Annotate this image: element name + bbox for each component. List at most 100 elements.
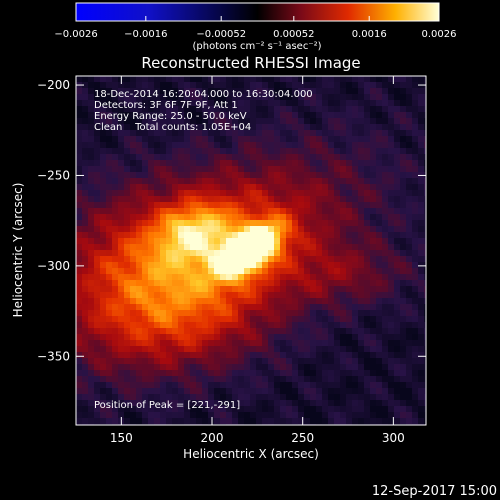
heatmap-cell: [346, 226, 353, 233]
heatmap-cell: [178, 220, 185, 227]
heatmap-cell: [394, 148, 401, 155]
heatmap-cell: [280, 418, 287, 425]
heatmap-cell: [364, 142, 371, 149]
heatmap-cell: [214, 274, 221, 281]
heatmap-cell: [406, 280, 413, 287]
heatmap-cell: [328, 136, 335, 143]
heatmap-cell: [208, 94, 215, 101]
heatmap-cell: [322, 172, 329, 179]
heatmap-cell: [256, 346, 263, 353]
heatmap-cell: [334, 106, 341, 113]
heatmap-cell: [172, 268, 179, 275]
heatmap-cell: [250, 220, 257, 227]
heatmap-cell: [298, 178, 305, 185]
heatmap-cell: [202, 76, 209, 83]
heatmap-cell: [406, 418, 413, 425]
heatmap-cell: [376, 298, 383, 305]
heatmap-cell: [94, 274, 101, 281]
heatmap-cell: [190, 406, 197, 413]
heatmap-cell: [94, 208, 101, 215]
heatmap-cell: [400, 112, 407, 119]
heatmap-cell: [406, 76, 413, 83]
heatmap-cell: [346, 130, 353, 137]
heatmap-cell: [172, 100, 179, 107]
heatmap-cell: [298, 76, 305, 83]
heatmap-cell: [406, 262, 413, 269]
heatmap-cell: [142, 226, 149, 233]
heatmap-cell: [196, 322, 203, 329]
heatmap-cell: [172, 160, 179, 167]
heatmap-cell: [172, 142, 179, 149]
heatmap-cell: [268, 160, 275, 167]
heatmap-cell: [310, 106, 317, 113]
heatmap-cell: [220, 124, 227, 131]
heatmap-cell: [394, 376, 401, 383]
heatmap-cell: [166, 334, 173, 341]
heatmap-cell: [142, 280, 149, 287]
heatmap-cell: [310, 334, 317, 341]
heatmap-cell: [106, 148, 113, 155]
heatmap-cell: [292, 154, 299, 161]
heatmap-cell: [136, 286, 143, 293]
heatmap-cell: [184, 406, 191, 413]
heatmap-cell: [328, 400, 335, 407]
heatmap-cell: [292, 214, 299, 221]
heatmap-cell: [412, 100, 419, 107]
heatmap-cell: [334, 400, 341, 407]
heatmap-cell: [304, 202, 311, 209]
heatmap-cell: [334, 298, 341, 305]
heatmap-cell: [166, 88, 173, 95]
heatmap-cell: [82, 250, 89, 257]
heatmap-cell: [196, 184, 203, 191]
heatmap-cell: [130, 412, 137, 419]
heatmap-cell: [208, 328, 215, 335]
heatmap-cell: [316, 190, 323, 197]
heatmap-cell: [304, 322, 311, 329]
heatmap-cell: [178, 76, 185, 83]
heatmap-cell: [82, 160, 89, 167]
heatmap-cell: [232, 310, 239, 317]
heatmap-cell: [406, 388, 413, 395]
heatmap-cell: [130, 82, 137, 89]
heatmap-cell: [214, 124, 221, 131]
heatmap-cell: [136, 250, 143, 257]
heatmap-cell: [82, 400, 89, 407]
heatmap-cell: [364, 304, 371, 311]
heatmap-cell: [310, 322, 317, 329]
heatmap-cell: [424, 184, 426, 191]
heatmap-cell: [346, 328, 353, 335]
heatmap-cell: [394, 244, 401, 251]
heatmap-cell: [94, 286, 101, 293]
heatmap-cell: [292, 394, 299, 401]
heatmap-cell: [118, 376, 125, 383]
heatmap-cell: [94, 160, 101, 167]
heatmap-cell: [112, 106, 119, 113]
heatmap-cell: [142, 178, 149, 185]
heatmap-cell: [304, 172, 311, 179]
heatmap-cell: [262, 214, 269, 221]
heatmap-cell: [358, 94, 365, 101]
heatmap-cell: [166, 394, 173, 401]
heatmap-cell: [232, 376, 239, 383]
heatmap-cell: [148, 340, 155, 347]
heatmap-cell: [172, 166, 179, 173]
heatmap-cell: [172, 220, 179, 227]
heatmap-cell: [412, 94, 419, 101]
heatmap-cell: [412, 160, 419, 167]
heatmap-cell: [364, 376, 371, 383]
heatmap-cell: [394, 412, 401, 419]
heatmap-cell: [286, 412, 293, 419]
heatmap-cell: [364, 292, 371, 299]
heatmap-cell: [274, 250, 281, 257]
heatmap-cell: [262, 178, 269, 185]
heatmap-cell: [208, 304, 215, 311]
heatmap-cell: [322, 160, 329, 167]
heatmap-cell: [166, 106, 173, 113]
heatmap-cell: [292, 292, 299, 299]
heatmap-cell: [286, 172, 293, 179]
heatmap-cell: [166, 418, 173, 425]
heatmap-cell: [244, 280, 251, 287]
heatmap-cell: [322, 418, 329, 425]
heatmap-cell: [136, 208, 143, 215]
heatmap-cell: [76, 388, 83, 395]
